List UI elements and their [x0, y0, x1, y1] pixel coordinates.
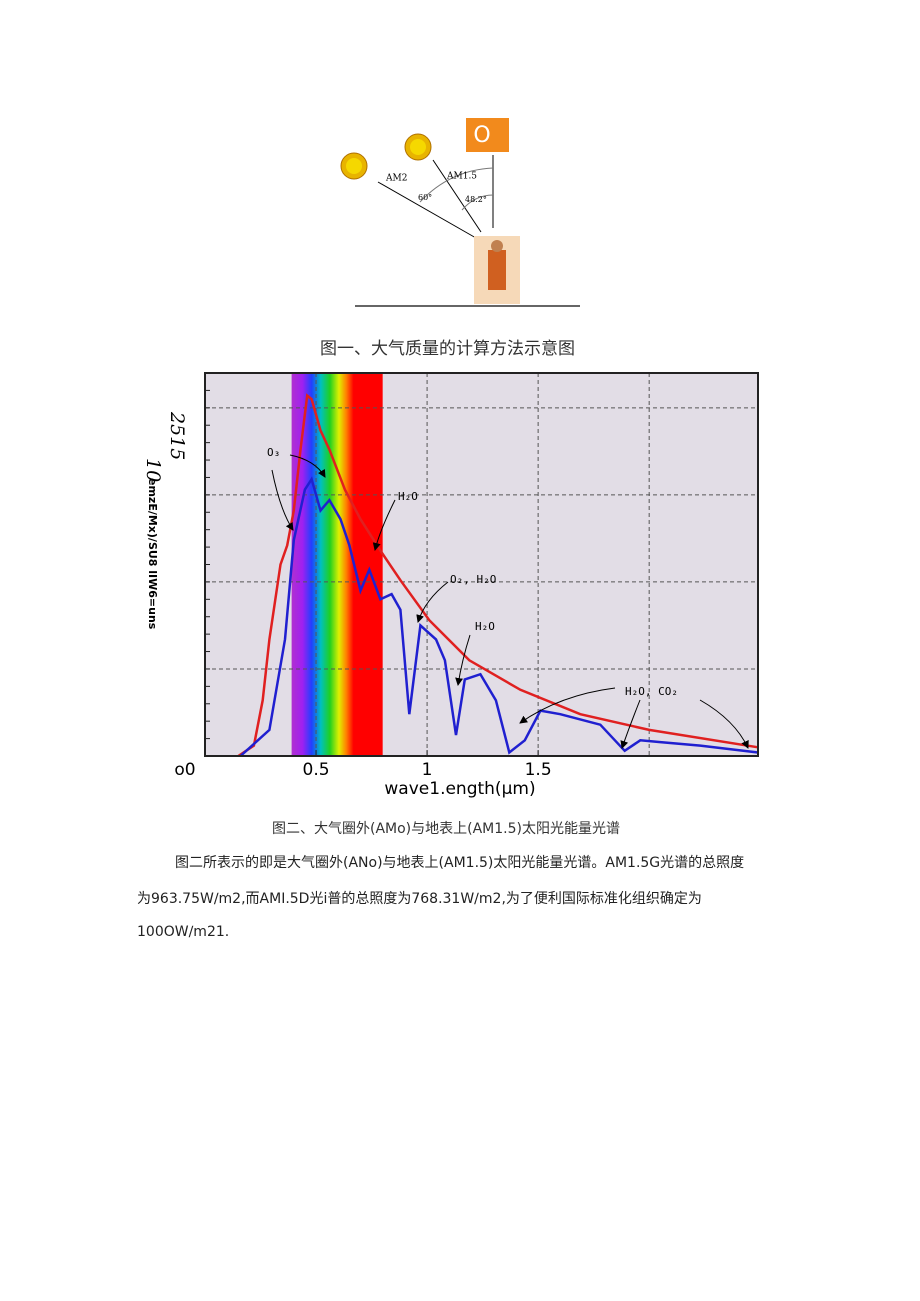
badge — [466, 118, 509, 152]
paragraph-line: 图二所表示的即是大气圈外(ANo)与地表上(AM1.5)太阳光能量光谱。AM1.… — [175, 855, 745, 871]
plot-area — [205, 373, 758, 756]
annotation: O₂, H₂O — [450, 573, 496, 586]
annotation: H₂O — [475, 620, 495, 633]
x-tick-label: 1.5 — [525, 760, 552, 780]
arc — [419, 167, 494, 203]
x-tick-label: 0.5 — [303, 760, 330, 780]
label: AM1.5 — [446, 172, 477, 182]
arc — [461, 194, 494, 211]
paragraph-line: 100OW∕m21. — [137, 924, 230, 940]
x-tick-label: o0 — [174, 760, 195, 780]
label: 60° — [418, 193, 432, 202]
annotation: H₂O — [398, 490, 418, 503]
annotation: O₃ — [267, 446, 280, 459]
label: 48.2° — [465, 195, 487, 204]
ray — [377, 181, 477, 239]
sun — [404, 133, 432, 161]
spectrum-line — [239, 476, 759, 757]
annotation-arrows — [271, 454, 749, 749]
visible-spectrum — [291, 373, 383, 756]
y-axis-label: emzE/Mx)/SU8 lIW6=uns — [146, 478, 159, 630]
spectrum-line — [237, 393, 759, 758]
figure-1: O AM2 AM1.5 60° 48.2° — [340, 118, 580, 307]
caption: 图二、大气圈外(AMo)与地表上(AM1.5)太阳光能量光谱 — [272, 821, 620, 837]
badge-text: O — [473, 123, 490, 148]
ray — [432, 159, 482, 233]
y-axis-mark: 10 — [142, 458, 164, 482]
paragraph-line: 为963.75W∕m2,而AMI.5D光i普的总照度为768.31W∕m2,为了… — [137, 891, 702, 907]
y-axis-mark: 2515 — [166, 411, 188, 460]
caption: 图一、大气质量的计算方法示意图 — [320, 339, 575, 359]
sun — [340, 152, 368, 180]
person — [488, 250, 506, 290]
annotation: H₂O, CO₂ — [625, 685, 678, 698]
person-head — [491, 240, 503, 252]
x-tick-label: 1 — [422, 760, 433, 780]
label: AM2 — [385, 174, 407, 184]
x-axis-label: wave1.ength(μm) — [384, 779, 535, 799]
